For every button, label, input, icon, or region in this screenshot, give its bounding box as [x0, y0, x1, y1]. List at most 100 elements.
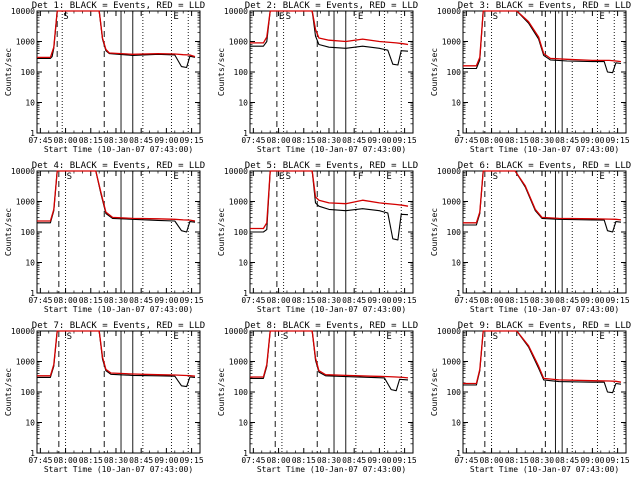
y-tick-label: 100 — [447, 388, 462, 397]
x-tick-label: 08:45 — [555, 296, 579, 305]
y-tick-label: 1000 — [16, 198, 35, 207]
panel-title: Det 8: BLACK = Events, RED = LLD — [245, 321, 418, 331]
x-tick-label: 08:00 — [54, 456, 78, 465]
x-tick-label: 08:45 — [342, 296, 366, 305]
y-axis-label: Counts/sec — [4, 368, 13, 416]
x-tick-label: 08:45 — [129, 296, 153, 305]
plot-frame — [36, 170, 201, 294]
y-tick-label: 1000 — [16, 358, 35, 367]
x-tick-label: 09:00 — [580, 136, 604, 145]
panel-title: Det 2: BLACK = Events, RED = LLD — [245, 1, 418, 11]
plot-frame — [462, 330, 627, 454]
y-tick-label: 10 — [451, 99, 461, 108]
x-tick-label: 08:00 — [480, 456, 504, 465]
y-tick-label: 100 — [21, 68, 36, 77]
y-axis-label: Counts/sec — [217, 368, 226, 416]
series-events-line — [37, 10, 196, 69]
marker-label: S — [493, 332, 498, 342]
y-tick-label: 1 — [243, 289, 248, 298]
marker-label: E — [173, 332, 178, 342]
y-tick-label: 100 — [447, 68, 462, 77]
y-tick-label: 10000 — [224, 167, 248, 176]
x-tick-label: 09:15 — [180, 456, 204, 465]
panel-det-9: Det 9: BLACK = Events, RED = LLD 1 10 100 10… — [430, 321, 631, 474]
x-tick-label: 09:00 — [367, 296, 391, 305]
x-tick-label: 08:15 — [79, 296, 103, 305]
x-tick-label: 08:30 — [530, 136, 554, 145]
series-lld-line — [250, 10, 409, 46]
y-tick-label: 1000 — [442, 358, 461, 367]
y-axis-label: Counts/sec — [430, 48, 439, 96]
x-tick-label: 08:15 — [505, 456, 529, 465]
x-tick-label: 09:15 — [393, 456, 417, 465]
marker-label: S — [67, 172, 72, 182]
x-axis-label: Start Time (10-Jan-07 07:43:00) — [470, 305, 619, 314]
series-lld-line — [463, 10, 622, 67]
x-axis-label: Start Time (10-Jan-07 07:43:00) — [44, 465, 193, 474]
x-tick-label: 08:00 — [480, 296, 504, 305]
series-lld-line — [250, 330, 409, 379]
x-tick-label: 07:45 — [28, 296, 52, 305]
y-tick-label: 1000 — [442, 38, 461, 47]
x-tick-label: 07:45 — [28, 136, 52, 145]
panel-det-5: Det 5: BLACK = Events, RED = LLD 1 10 100 10… — [217, 161, 418, 314]
marker-label: S — [67, 332, 72, 342]
marker-label: E — [599, 12, 604, 22]
y-tick-label: 10000 — [224, 7, 248, 16]
y-tick-label: 10000 — [11, 7, 35, 16]
y-tick-label: 1000 — [229, 38, 248, 47]
x-tick-label: 09:15 — [606, 296, 630, 305]
x-tick-label: 08:30 — [317, 456, 341, 465]
x-tick-label: 09:15 — [606, 136, 630, 145]
x-axis-label: Start Time (10-Jan-07 07:43:00) — [470, 465, 619, 474]
plot-frame — [462, 10, 627, 134]
x-tick-label: 07:45 — [454, 136, 478, 145]
x-tick-label: 08:00 — [54, 296, 78, 305]
panel-det-4: Det 4: BLACK = Events, RED = LLD 1 10 100 10… — [4, 161, 205, 314]
panel-title: Det 9: BLACK = Events, RED = LLD — [458, 321, 631, 331]
y-axis-label: Counts/sec — [217, 208, 226, 256]
x-tick-label: 08:00 — [267, 456, 291, 465]
y-tick-label: 1 — [30, 129, 35, 138]
marker-label: E — [599, 172, 604, 182]
y-tick-label: 10000 — [11, 167, 35, 176]
marker-label: E — [173, 172, 178, 182]
marker-label: S — [283, 332, 288, 342]
y-axis-label: Counts/sec — [4, 208, 13, 256]
y-tick-label: 10 — [238, 419, 248, 428]
x-tick-label: 09:00 — [154, 456, 178, 465]
x-tick-label: 09:00 — [580, 296, 604, 305]
marker-label: E — [358, 12, 363, 22]
panel-det-2: Det 2: BLACK = Events, RED = LLD 1 10 100 10… — [217, 1, 418, 154]
y-tick-label: 1 — [243, 129, 248, 138]
x-tick-label: 08:45 — [342, 136, 366, 145]
plot-frame — [249, 10, 414, 134]
y-axis-label: Counts/sec — [430, 368, 439, 416]
panel-det-1: Det 1: BLACK = Events, RED = LLD 1 10 100 10… — [4, 1, 205, 154]
x-tick-label: 07:45 — [454, 296, 478, 305]
y-tick-label: 1 — [456, 289, 461, 298]
y-axis-label: Counts/sec — [430, 208, 439, 256]
series-lld-line — [37, 170, 196, 222]
x-tick-label: 08:15 — [292, 136, 316, 145]
y-tick-label: 10 — [238, 259, 248, 268]
x-tick-label: 08:15 — [505, 136, 529, 145]
series-events-line — [250, 330, 409, 392]
y-tick-label: 1 — [30, 449, 35, 458]
marker-label: S — [493, 12, 498, 22]
y-tick-label: 100 — [234, 68, 249, 77]
y-tick-label: 10 — [25, 419, 35, 428]
x-tick-label: 08:30 — [104, 296, 128, 305]
x-tick-label: 08:45 — [342, 456, 366, 465]
x-axis-label: Start Time (10-Jan-07 07:43:00) — [44, 305, 193, 314]
x-axis-label: Start Time (10-Jan-07 07:43:00) — [257, 145, 406, 154]
y-tick-label: 1 — [30, 289, 35, 298]
x-tick-label: 07:45 — [241, 456, 265, 465]
plot-frame — [462, 170, 627, 294]
series-lld-line — [37, 330, 196, 377]
series-events-line — [250, 170, 409, 241]
y-tick-label: 1 — [456, 449, 461, 458]
x-tick-label: 08:00 — [54, 136, 78, 145]
x-tick-label: 07:45 — [241, 296, 265, 305]
y-axis-label: Counts/sec — [217, 48, 226, 96]
